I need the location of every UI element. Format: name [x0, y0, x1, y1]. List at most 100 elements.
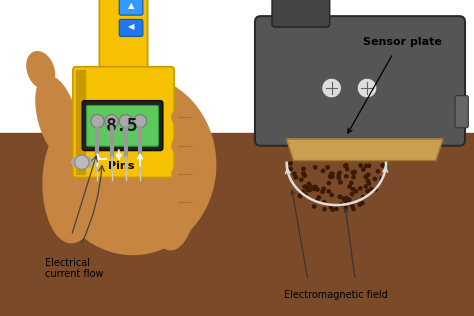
Circle shape	[330, 193, 333, 197]
Circle shape	[382, 163, 385, 167]
Circle shape	[344, 164, 347, 167]
Circle shape	[374, 188, 377, 191]
Circle shape	[347, 198, 351, 201]
Circle shape	[323, 201, 326, 204]
Circle shape	[304, 193, 308, 197]
Circle shape	[376, 170, 380, 173]
Circle shape	[346, 167, 349, 171]
Circle shape	[302, 167, 305, 171]
FancyBboxPatch shape	[119, 19, 143, 36]
Circle shape	[328, 175, 332, 178]
Circle shape	[361, 202, 364, 205]
Circle shape	[300, 178, 303, 181]
Circle shape	[351, 188, 355, 191]
Circle shape	[312, 186, 316, 189]
Circle shape	[316, 188, 319, 191]
Circle shape	[119, 115, 132, 128]
Circle shape	[322, 187, 325, 191]
Circle shape	[327, 190, 330, 193]
Circle shape	[289, 167, 292, 171]
Polygon shape	[287, 139, 443, 161]
Circle shape	[338, 195, 341, 198]
Circle shape	[305, 186, 309, 190]
Circle shape	[338, 171, 341, 174]
Circle shape	[303, 174, 306, 177]
Ellipse shape	[172, 135, 198, 156]
Circle shape	[352, 175, 355, 179]
Circle shape	[339, 203, 343, 206]
Circle shape	[312, 186, 315, 189]
Circle shape	[353, 170, 356, 173]
Ellipse shape	[172, 107, 198, 128]
Circle shape	[329, 206, 332, 209]
Circle shape	[307, 182, 310, 185]
Circle shape	[364, 185, 367, 188]
Circle shape	[314, 166, 317, 169]
Circle shape	[317, 196, 320, 199]
Ellipse shape	[77, 156, 81, 160]
Circle shape	[303, 185, 306, 188]
Circle shape	[347, 199, 351, 202]
Circle shape	[289, 162, 292, 165]
Circle shape	[335, 207, 338, 210]
Circle shape	[75, 155, 89, 169]
Circle shape	[316, 198, 319, 202]
Circle shape	[312, 187, 316, 191]
Circle shape	[359, 164, 362, 167]
Circle shape	[329, 175, 332, 179]
Circle shape	[344, 199, 347, 203]
Bar	[76, 70, 85, 174]
Circle shape	[342, 197, 345, 200]
Circle shape	[362, 168, 365, 171]
Circle shape	[345, 164, 348, 167]
Ellipse shape	[77, 165, 81, 169]
Circle shape	[308, 188, 311, 192]
FancyBboxPatch shape	[100, 0, 147, 92]
Ellipse shape	[172, 192, 198, 213]
Circle shape	[350, 204, 354, 208]
Circle shape	[350, 204, 354, 207]
Circle shape	[323, 208, 326, 211]
Ellipse shape	[172, 163, 198, 185]
Circle shape	[366, 179, 370, 183]
FancyBboxPatch shape	[87, 106, 158, 146]
Circle shape	[298, 194, 301, 198]
Circle shape	[286, 170, 289, 173]
Circle shape	[367, 182, 371, 185]
Ellipse shape	[27, 52, 55, 88]
Ellipse shape	[72, 161, 75, 164]
Text: 8.5: 8.5	[106, 117, 139, 135]
Circle shape	[373, 177, 376, 181]
Circle shape	[351, 171, 355, 174]
FancyBboxPatch shape	[82, 101, 163, 150]
Circle shape	[344, 206, 347, 210]
FancyBboxPatch shape	[272, 0, 330, 27]
Ellipse shape	[89, 161, 92, 164]
Circle shape	[369, 187, 373, 191]
Ellipse shape	[82, 156, 86, 160]
Circle shape	[133, 115, 146, 128]
Circle shape	[365, 164, 368, 167]
Text: ◀: ◀	[128, 22, 134, 32]
Ellipse shape	[82, 165, 86, 169]
Circle shape	[308, 184, 311, 187]
Circle shape	[366, 173, 370, 176]
Circle shape	[361, 195, 365, 198]
Text: Electromagnetic field: Electromagnetic field	[284, 290, 388, 300]
Text: Sensor plate: Sensor plate	[363, 37, 442, 47]
Circle shape	[306, 188, 310, 192]
Ellipse shape	[73, 158, 77, 161]
Ellipse shape	[87, 163, 91, 167]
Text: Pins: Pins	[108, 161, 134, 171]
Circle shape	[321, 169, 325, 173]
Circle shape	[359, 187, 362, 190]
Circle shape	[358, 203, 362, 206]
Circle shape	[302, 172, 305, 175]
FancyBboxPatch shape	[73, 67, 174, 177]
Ellipse shape	[36, 76, 79, 159]
Circle shape	[331, 208, 334, 211]
Ellipse shape	[87, 158, 91, 161]
Text: ▲: ▲	[128, 1, 134, 10]
FancyBboxPatch shape	[119, 0, 143, 15]
Ellipse shape	[43, 125, 100, 243]
